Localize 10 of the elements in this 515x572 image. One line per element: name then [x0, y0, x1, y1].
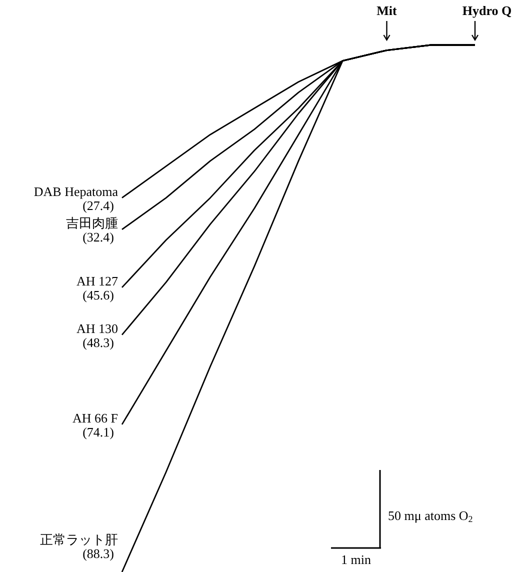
series-label: DAB Hepatoma (27.4) [34, 184, 118, 213]
annotation: 1 min [341, 552, 372, 567]
series-label: 吉田肉腫 (32.4) [66, 215, 118, 244]
text: Hydro Q [462, 3, 512, 18]
annotation: 50 mμ atoms O$_{2}$ [388, 508, 473, 524]
series-label: AH 127 (45.6) [76, 273, 118, 302]
series-label: AH 66 F (74.1) [72, 410, 118, 440]
text: Mit [376, 3, 398, 18]
series-label: 正常ラット肝 (88.3) [40, 532, 118, 561]
series-label: AH 130 (48.3) [76, 320, 118, 350]
